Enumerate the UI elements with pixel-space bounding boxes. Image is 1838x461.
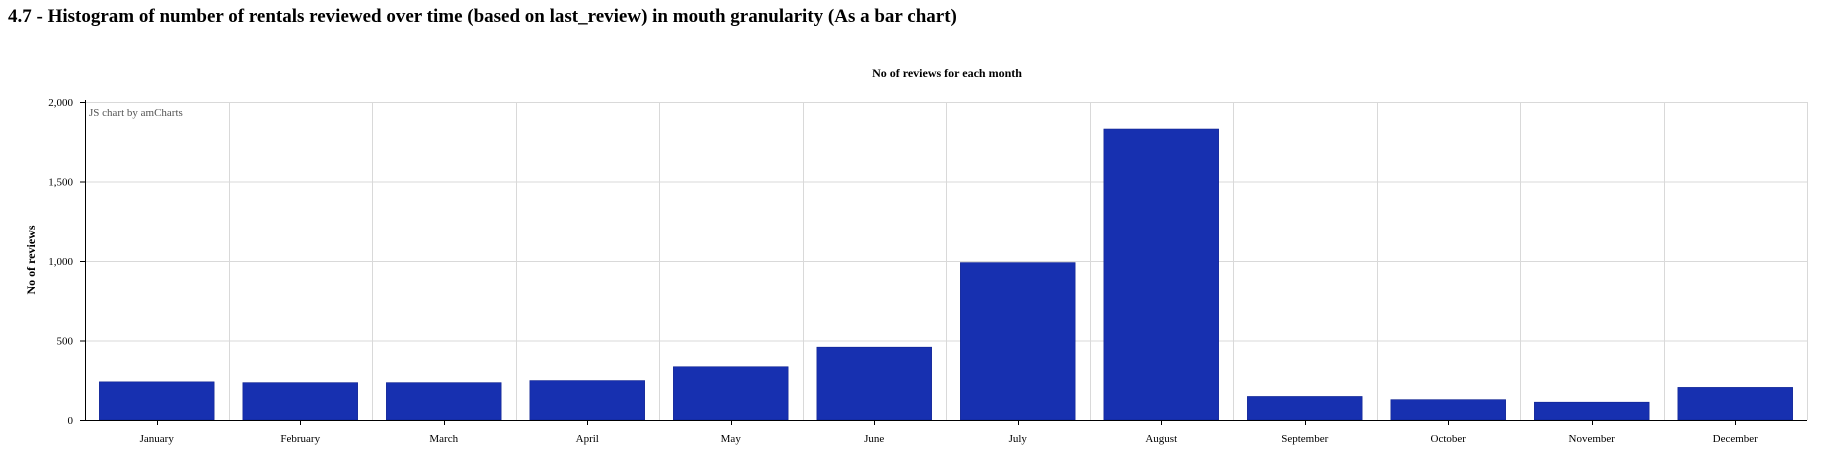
bar-july — [960, 262, 1076, 421]
bar-june — [816, 346, 932, 421]
x-ticks: January February March April May June July Augu… — [140, 420, 1759, 445]
x-tick-label: March — [429, 433, 458, 445]
y-tick-label: 0 — [68, 415, 74, 427]
bar-october — [1390, 399, 1506, 421]
chart-title: No of reviews for each month — [872, 66, 1022, 80]
bar-september — [1247, 396, 1363, 421]
bar-may — [673, 366, 789, 421]
x-tick-label: January — [140, 433, 175, 445]
y-tick-label: 500 — [57, 336, 74, 348]
y-ticks: 0 500 1,000 1,500 2,000 — [48, 97, 85, 427]
grid-lines — [85, 102, 1808, 421]
y-tick-label: 1,000 — [48, 256, 73, 268]
axes — [85, 100, 1807, 421]
bar-april — [529, 380, 645, 421]
bar-august — [1103, 128, 1219, 421]
x-tick-label: April — [576, 433, 599, 445]
x-tick-label: October — [1431, 433, 1467, 445]
x-tick-label: July — [1009, 433, 1028, 445]
bar-january — [99, 381, 215, 421]
y-axis-label: No of reviews — [24, 225, 38, 294]
x-tick-label: November — [1569, 433, 1616, 445]
bar-november — [1534, 401, 1650, 421]
bar-february — [242, 382, 358, 421]
bar-december — [1677, 387, 1793, 421]
x-tick-label: June — [864, 433, 884, 445]
x-tick-label: August — [1145, 433, 1177, 445]
x-tick-label: December — [1713, 433, 1759, 445]
y-tick-label: 1,500 — [48, 177, 73, 189]
x-tick-label: February — [280, 433, 320, 445]
bar-march — [386, 382, 502, 421]
y-tick-label: 2,000 — [48, 97, 73, 109]
chart-credit: JS chart by amCharts — [89, 107, 183, 119]
x-tick-label: September — [1281, 433, 1328, 445]
x-tick-label: May — [721, 433, 742, 445]
page-heading: 4.7 - Histogram of number of rentals rev… — [8, 6, 957, 27]
bars — [99, 128, 1793, 421]
